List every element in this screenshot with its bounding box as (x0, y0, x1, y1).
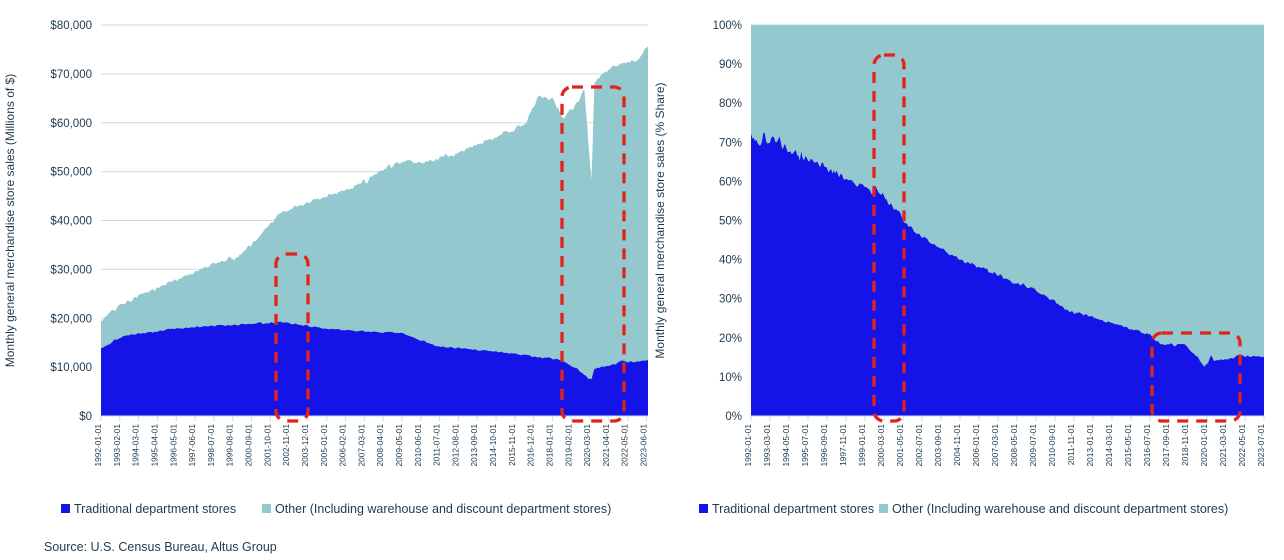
svg-text:2011-07-01: 2011-07-01 (432, 424, 442, 466)
svg-text:2010-06-01: 2010-06-01 (413, 424, 423, 467)
svg-text:20%: 20% (719, 333, 742, 345)
svg-text:Other (Including warehouse and: Other (Including warehouse and discount … (275, 502, 611, 516)
svg-text:1992-01-01: 1992-01-01 (743, 424, 753, 467)
svg-text:2003-09-01: 2003-09-01 (933, 424, 943, 467)
svg-text:2014-10-01: 2014-10-01 (488, 424, 498, 467)
svg-text:1992-01-01: 1992-01-01 (93, 424, 103, 467)
svg-text:1999-01-01: 1999-01-01 (857, 424, 867, 467)
svg-text:2021-04-01: 2021-04-01 (601, 424, 611, 467)
svg-text:2007-03-01: 2007-03-01 (990, 424, 1000, 467)
svg-text:2020-03-01: 2020-03-01 (582, 424, 592, 467)
svg-text:90%: 90% (719, 59, 742, 71)
svg-text:$80,000: $80,000 (50, 20, 92, 32)
svg-text:2004-11-01: 2004-11-01 (952, 424, 962, 466)
svg-text:2016-12-01: 2016-12-01 (526, 424, 536, 467)
svg-text:2017-09-01: 2017-09-01 (1161, 424, 1171, 467)
svg-text:60%: 60% (719, 176, 742, 188)
svg-text:Source: U.S. Census Bureau, Al: Source: U.S. Census Bureau, Altus Group (44, 540, 277, 554)
svg-text:40%: 40% (719, 255, 742, 267)
svg-text:2008-04-01: 2008-04-01 (375, 424, 385, 467)
svg-text:2006-02-01: 2006-02-01 (338, 424, 348, 467)
svg-text:2005-01-01: 2005-01-01 (319, 424, 329, 467)
svg-text:1996-09-01: 1996-09-01 (819, 424, 829, 467)
svg-text:1998-07-01: 1998-07-01 (206, 424, 216, 467)
svg-text:$30,000: $30,000 (50, 264, 92, 276)
svg-text:2023-06-01: 2023-06-01 (639, 424, 649, 467)
svg-text:1993-03-01: 1993-03-01 (762, 424, 772, 467)
svg-text:2002-07-01: 2002-07-01 (914, 424, 924, 467)
svg-text:1993-02-01: 1993-02-01 (112, 424, 122, 467)
svg-text:$20,000: $20,000 (50, 313, 92, 325)
svg-text:2020-01-01: 2020-01-01 (1199, 424, 1209, 467)
svg-text:Traditional department stores: Traditional department stores (74, 502, 236, 516)
svg-text:2023-07-01: 2023-07-01 (1256, 424, 1266, 467)
svg-text:2012-08-01: 2012-08-01 (450, 424, 460, 467)
svg-text:Other (Including warehouse and: Other (Including warehouse and discount … (892, 502, 1228, 516)
svg-text:1994-05-01: 1994-05-01 (781, 424, 791, 467)
svg-text:Monthly general merchandise st: Monthly general merchandise store sales … (3, 74, 17, 367)
svg-text:2011-11-01: 2011-11-01 (1066, 424, 1076, 466)
svg-text:50%: 50% (719, 216, 742, 228)
svg-text:2019-02-01: 2019-02-01 (563, 424, 573, 467)
svg-text:Monthly general merchandise st: Monthly general merchandise store sales … (653, 82, 667, 358)
svg-text:1999-08-01: 1999-08-01 (225, 424, 235, 467)
svg-text:$60,000: $60,000 (50, 118, 92, 130)
svg-text:2003-12-01: 2003-12-01 (300, 424, 310, 467)
svg-text:2002-11-01: 2002-11-01 (281, 424, 291, 466)
svg-text:2018-01-01: 2018-01-01 (544, 424, 554, 467)
svg-text:2021-03-01: 2021-03-01 (1218, 424, 1228, 467)
svg-text:2016-07-01: 2016-07-01 (1142, 424, 1152, 467)
svg-text:2013-01-01: 2013-01-01 (1085, 424, 1095, 467)
svg-text:2000-09-01: 2000-09-01 (244, 424, 254, 467)
svg-text:2006-01-01: 2006-01-01 (971, 424, 981, 467)
svg-text:30%: 30% (719, 294, 742, 306)
svg-text:$0: $0 (79, 411, 92, 423)
svg-text:80%: 80% (719, 98, 742, 110)
svg-text:$50,000: $50,000 (50, 167, 92, 179)
svg-text:2008-05-01: 2008-05-01 (1009, 424, 1019, 467)
svg-text:1995-04-01: 1995-04-01 (149, 424, 159, 467)
svg-text:$70,000: $70,000 (50, 69, 92, 81)
svg-text:2014-03-01: 2014-03-01 (1104, 424, 1114, 467)
svg-text:100%: 100% (713, 20, 742, 32)
svg-text:2009-05-01: 2009-05-01 (394, 424, 404, 467)
svg-text:2001-10-01: 2001-10-01 (262, 424, 272, 467)
svg-text:1995-07-01: 1995-07-01 (800, 424, 810, 467)
svg-text:Traditional department stores: Traditional department stores (712, 502, 874, 516)
svg-text:2010-09-01: 2010-09-01 (1047, 424, 1057, 467)
svg-text:10%: 10% (719, 372, 742, 384)
svg-text:$40,000: $40,000 (50, 216, 92, 228)
svg-text:2015-05-01: 2015-05-01 (1123, 424, 1133, 467)
svg-text:0%: 0% (725, 411, 742, 423)
svg-text:70%: 70% (719, 137, 742, 149)
svg-text:1997-11-01: 1997-11-01 (838, 424, 848, 466)
svg-text:2015-11-01: 2015-11-01 (507, 424, 517, 466)
svg-text:1994-03-01: 1994-03-01 (131, 424, 141, 467)
svg-text:2022-05-01: 2022-05-01 (620, 424, 630, 467)
svg-text:2000-03-01: 2000-03-01 (876, 424, 886, 467)
svg-text:2001-05-01: 2001-05-01 (895, 424, 905, 467)
svg-text:2022-05-01: 2022-05-01 (1237, 424, 1247, 467)
svg-text:2009-07-01: 2009-07-01 (1028, 424, 1038, 467)
svg-text:$10,000: $10,000 (50, 362, 92, 374)
svg-text:2013-09-01: 2013-09-01 (469, 424, 479, 467)
svg-text:2007-03-01: 2007-03-01 (356, 424, 366, 467)
svg-text:2018-11-01: 2018-11-01 (1180, 424, 1190, 466)
svg-text:1997-06-01: 1997-06-01 (187, 424, 197, 467)
svg-text:1996-05-01: 1996-05-01 (168, 424, 178, 467)
